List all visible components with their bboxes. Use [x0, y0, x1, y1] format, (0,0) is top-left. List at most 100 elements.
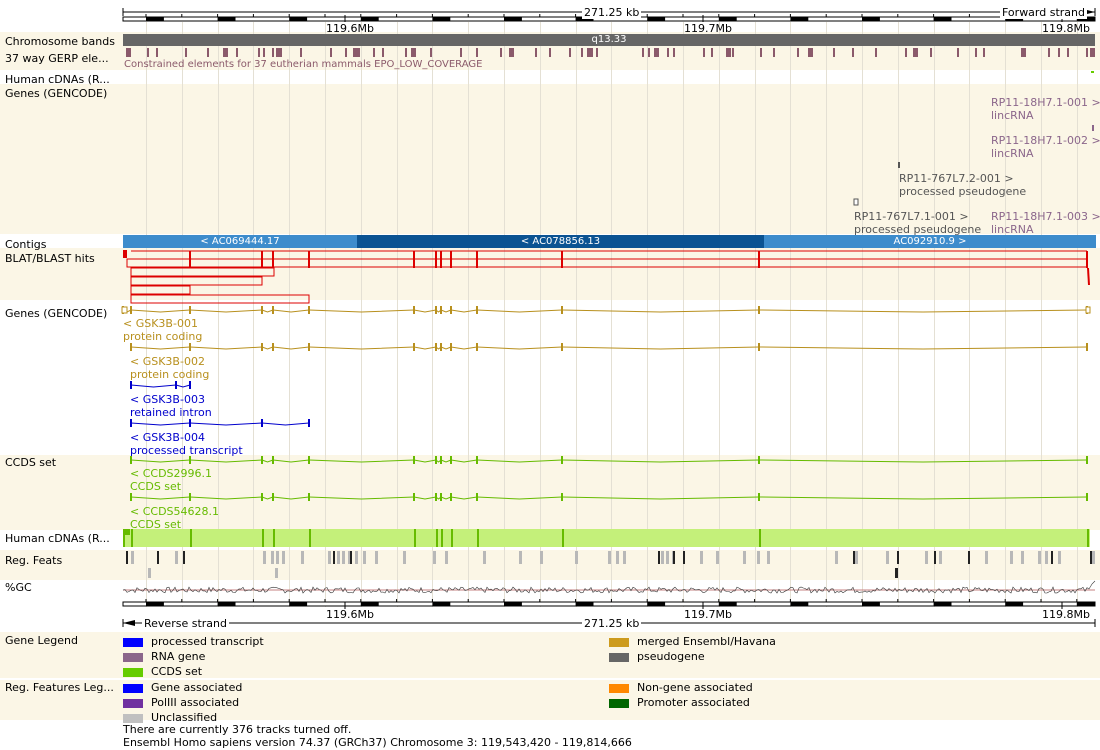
bottom-scale-ruler-block: [575, 602, 594, 606]
legend-label: PolIII associated: [151, 696, 240, 709]
bottom-scale-ruler-block: [1005, 602, 1024, 606]
reg-feat-unclassified: [623, 551, 626, 564]
rev-gene-1-name[interactable]: < GSK3B-001: [123, 317, 198, 330]
grid-line: [253, 22, 254, 607]
gerp-element: [667, 48, 669, 57]
gerp-element: [358, 48, 360, 57]
fwd-gene-3-name[interactable]: RP11-767L7.2-001 >: [899, 172, 1014, 185]
gerp-element: [1086, 48, 1088, 57]
chromosome-band[interactable]: q13.33: [123, 34, 1095, 46]
cdna-bottom-exon: [1087, 529, 1089, 547]
reg-feat-gene-associated: [157, 551, 159, 564]
gsk3b-003-intron: [130, 384, 177, 388]
version-note: Ensembl Homo sapiens version 74.37 (GRCh…: [123, 736, 632, 749]
grid-line: [1005, 22, 1006, 607]
gsk3b-002-intron: [450, 346, 478, 350]
gerp-element: [852, 48, 854, 57]
gerp-element: [808, 48, 813, 57]
reg-feat-gene-associated: [683, 551, 685, 564]
grid-line: [468, 22, 469, 607]
gsk3b-002-intron: [476, 346, 563, 350]
fwd-gene-5-name[interactable]: RP11-18H7.1-003 >: [991, 210, 1100, 223]
fwd-gene-4-name[interactable]: RP11-767L7.1-001 >: [854, 210, 969, 223]
rev-gene-2-biotype: protein coding: [130, 368, 210, 381]
gc-content-line: [122, 580, 1096, 594]
label-ccds[interactable]: CCDS set: [5, 456, 57, 469]
swatch: [609, 637, 629, 647]
gerp-element: [147, 48, 149, 57]
label-gc[interactable]: %GC: [5, 581, 32, 594]
rev-gene-3-name[interactable]: < GSK3B-003: [130, 393, 205, 406]
gerp-element: [353, 48, 358, 57]
label-human-cdnas-top[interactable]: Human cDNAs (R...: [5, 73, 110, 86]
cdna-bottom-exon: [436, 529, 438, 547]
gerp-element: [833, 48, 835, 57]
label-contigs[interactable]: Contigs: [5, 238, 47, 251]
label-human-cdnas-bottom[interactable]: Human cDNAs (R...: [5, 532, 110, 545]
label-genes-top[interactable]: Genes (GENCODE): [5, 87, 108, 100]
gerp-element: [207, 48, 209, 57]
legend-label: RNA gene: [151, 650, 206, 663]
legend-unclassified: Unclassified: [123, 711, 217, 724]
cdna-bottom-exon: [123, 529, 125, 547]
gerp-element: [1090, 48, 1095, 57]
label-reg-feats[interactable]: Reg. Feats: [5, 554, 63, 567]
rev-gene-2-name[interactable]: < GSK3B-002: [130, 355, 205, 368]
top-span-label: 271.25 kb: [582, 6, 642, 19]
top-tick-1: 119.6Mb: [326, 22, 374, 35]
swatch: [609, 652, 629, 662]
ccds-1-name[interactable]: < CCDS2996.1: [130, 467, 213, 480]
fwd-gene-1-name[interactable]: RP11-18H7.1-001 >: [991, 96, 1100, 109]
gsk3b-002-intron: [130, 346, 191, 350]
ccds54628-intron: [189, 496, 263, 500]
gsk3b-001-intron: [272, 309, 310, 313]
reg-feat-gene-associated: [968, 551, 970, 564]
gsk3b-002-intron: [440, 346, 452, 350]
reg-feat-unclassified: [666, 551, 669, 564]
bottom-tick-3: 119.8Mb: [1042, 608, 1090, 621]
label-gerp[interactable]: 37 way GERP ele...: [5, 52, 109, 65]
gerp-element: [373, 48, 375, 57]
top-scale-ruler-block: [647, 17, 666, 21]
gerp-element: [983, 48, 985, 57]
gerp-element: [581, 48, 583, 57]
reverse-arrow-icon: [123, 620, 135, 626]
label-reg-legend: Reg. Features Leg...: [5, 681, 114, 694]
legend-label: processed transcript: [151, 635, 264, 648]
band-bg-6: [0, 632, 1100, 678]
reg-feat-gene-associated: [333, 551, 335, 564]
reg-feat-unclassified: [1021, 551, 1024, 564]
reg-feat-unclassified: [348, 551, 351, 564]
band-bg-3: [0, 248, 1100, 300]
gerp-element: [405, 48, 407, 57]
fwd-gene-2-name[interactable]: RP11-18H7.1-002 >: [991, 134, 1100, 147]
cdna-top-mark: [1091, 71, 1094, 73]
rev-gene-4-biotype: processed transcript: [130, 444, 243, 457]
rev-gene-4-name[interactable]: < GSK3B-004: [130, 431, 205, 444]
reg-feat-gene-associated: [897, 551, 899, 564]
contig-1[interactable]: < AC069444.17: [123, 235, 357, 248]
legend-label: pseudogene: [637, 650, 705, 663]
gsk3b-002-intron: [261, 346, 274, 350]
reg-feat-unclassified: [743, 551, 746, 564]
top-scale-ruler-block: [862, 17, 880, 21]
top-scale-ruler-block: [504, 17, 522, 21]
label-blat[interactable]: BLAT/BLAST hits: [5, 252, 95, 265]
bottom-scale-ruler-block: [504, 602, 522, 606]
top-scale-ruler-block: [432, 17, 451, 21]
contig-2[interactable]: < AC078856.13: [357, 235, 764, 248]
blat-hit-5: [130, 285, 191, 295]
label-genes-bottom[interactable]: Genes (GENCODE): [5, 307, 108, 320]
gerp-element: [280, 48, 282, 57]
gerp-element: [1021, 48, 1026, 57]
gerp-note: Constrained elements for 37 eutherian ma…: [124, 59, 483, 70]
cdna-bottom-exon: [562, 529, 564, 547]
grid-line: [647, 22, 648, 607]
reg-feat-unclassified: [575, 551, 578, 564]
ccds-2-name[interactable]: < CCDS54628.1: [130, 505, 220, 518]
grid-line: [1077, 22, 1078, 607]
grid-line: [755, 22, 756, 607]
gerp-element: [223, 48, 228, 57]
contig-3[interactable]: AC092910.9 >: [764, 235, 1096, 248]
